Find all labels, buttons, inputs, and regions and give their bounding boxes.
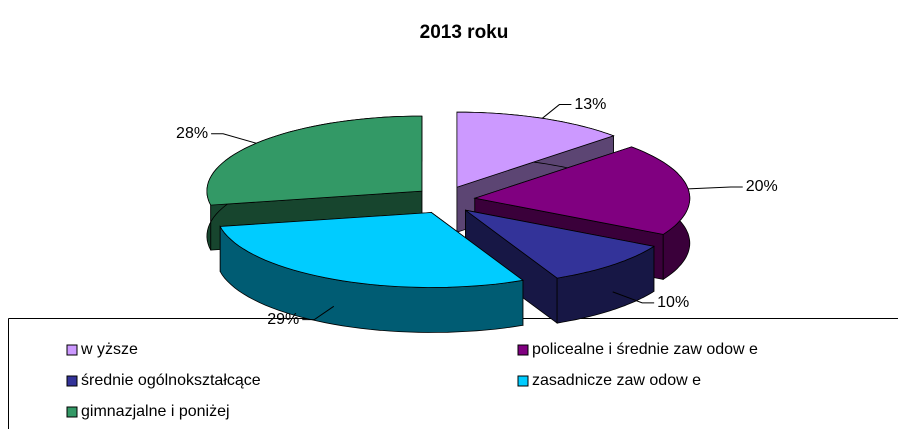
- slice: [465, 209, 655, 279]
- data-label: 29%: [267, 311, 299, 328]
- slice: [219, 212, 524, 288]
- legend-swatch: [66, 375, 78, 387]
- chart-title: 2013 roku: [420, 22, 509, 43]
- leader-line: [211, 133, 257, 144]
- legend-swatch: [517, 375, 529, 387]
- slice: [206, 115, 423, 206]
- data-label: 28%: [176, 125, 208, 142]
- legend-swatch: [66, 406, 78, 418]
- legend-label: średnie ogólnokształcące: [81, 372, 261, 389]
- legend-label: w yższe: [80, 341, 138, 358]
- data-label: 10%: [657, 294, 689, 311]
- leader-line: [688, 186, 743, 190]
- legend-label: zasadnicze zaw odow e: [532, 372, 701, 389]
- legend-swatch: [517, 344, 529, 356]
- legend-label: policealne i średnie zaw odow e: [532, 341, 758, 358]
- data-label: 13%: [574, 96, 606, 113]
- leader-line: [302, 305, 335, 321]
- legend-swatch: [66, 344, 78, 356]
- leader-line: [541, 104, 572, 119]
- data-label: 20%: [746, 178, 778, 195]
- leader-line: [612, 291, 655, 304]
- legend-label: gimnazjalne i poniżej: [81, 403, 230, 420]
